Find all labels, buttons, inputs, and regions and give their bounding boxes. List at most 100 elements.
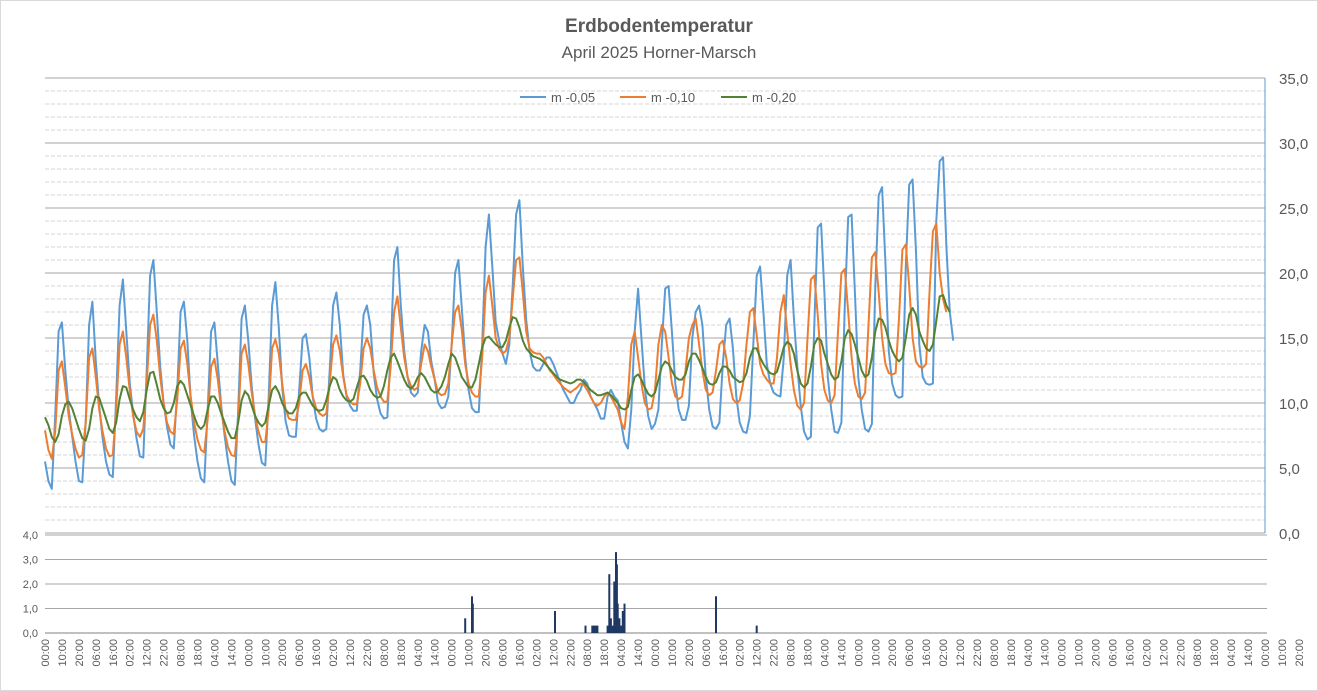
- x-tick-label: 04:00: [1023, 639, 1035, 667]
- chart-subtitle: April 2025 Horner-Marsch: [561, 43, 757, 62]
- x-tick-label: 14:00: [1243, 639, 1255, 667]
- x-tick-label: 18:00: [1006, 639, 1018, 667]
- precip-bar-22: [755, 625, 758, 633]
- legend-label-1: m -0,10: [651, 90, 695, 105]
- precip-bar-0: [464, 618, 467, 633]
- precip-bar-7: [594, 625, 597, 633]
- x-tick-label: 14:00: [633, 639, 645, 667]
- precip-bar-19: [621, 611, 624, 633]
- x-tick-label: 14:00: [836, 639, 848, 667]
- precip-bar-2: [471, 603, 474, 633]
- x-tick-label: 06:00: [904, 639, 916, 667]
- x-tick-label: 10:00: [870, 639, 882, 667]
- precip-bar-12: [611, 625, 614, 633]
- x-tick-label: 22:00: [972, 639, 984, 667]
- x-tick-label: 20:00: [74, 639, 86, 667]
- x-tick-label: 00:00: [40, 639, 52, 667]
- lower-y-tick-label: 0,0: [23, 628, 38, 640]
- precip-bar-13: [613, 581, 616, 633]
- x-tick-label: 12:00: [345, 639, 357, 667]
- x-tick-label: 18:00: [193, 639, 205, 667]
- chart-title: Erdbodentemperatur: [565, 16, 753, 37]
- x-tick-label: 10:00: [1277, 639, 1289, 667]
- upper-gridlines: [45, 77, 1265, 534]
- x-tick-label: 06:00: [91, 639, 103, 667]
- x-tick-label: 20:00: [1091, 639, 1103, 667]
- y-tick-label: 35,0: [1279, 71, 1308, 88]
- precip-bar-8: [596, 625, 599, 633]
- precip-bar-3: [554, 611, 556, 633]
- x-tick-label: 00:00: [1260, 639, 1272, 667]
- precip-bar-18: [620, 625, 623, 633]
- x-tick-label: 04:00: [616, 639, 628, 667]
- x-tick-label: 02:00: [531, 639, 543, 667]
- x-tick-label: 20:00: [887, 639, 899, 667]
- y-tick-label: 0,0: [1279, 526, 1300, 543]
- precip-bar-10: [608, 574, 611, 633]
- x-tick-label: 08:00: [176, 639, 188, 667]
- x-tick-label: 20:00: [1294, 639, 1306, 667]
- lower-y-tick-label: 3,0: [23, 555, 38, 567]
- series-line-1: [44, 222, 948, 460]
- precip-bar-5: [591, 625, 594, 633]
- x-tick-label: 02:00: [735, 639, 747, 667]
- x-tick-label: 22:00: [769, 639, 781, 667]
- x-tick-label: 04:00: [819, 639, 831, 667]
- precip-bar-6: [593, 625, 595, 633]
- y-tick-label: 20,0: [1279, 266, 1308, 283]
- x-tick-label: 00:00: [1057, 639, 1069, 667]
- x-tick-label: 18:00: [599, 639, 611, 667]
- precip-bar-11: [609, 618, 612, 633]
- x-tick-label: 06:00: [1108, 639, 1120, 667]
- x-tick-label: 08:00: [1192, 639, 1204, 667]
- x-tick-label: 18:00: [803, 639, 815, 667]
- x-tick-label: 02:00: [328, 639, 340, 667]
- x-tick-label: 10:00: [260, 639, 272, 667]
- x-tick-label: 18:00: [396, 639, 408, 667]
- x-tick-label: 10:00: [57, 639, 69, 667]
- lower-y-tick-label: 2,0: [23, 579, 38, 591]
- x-tick-label: 02:00: [938, 639, 950, 667]
- legend: m -0,05 m -0,10 m -0,20: [520, 90, 796, 105]
- x-tick-label: 22:00: [159, 639, 171, 667]
- lower-y-tick-label: 1,0: [23, 604, 38, 616]
- y-tick-label: 15,0: [1279, 331, 1308, 348]
- x-tick-label: 16:00: [718, 639, 730, 667]
- series-line-0: [44, 156, 955, 490]
- x-tick-label: 16:00: [921, 639, 933, 667]
- x-tick-label: 14:00: [1040, 639, 1052, 667]
- x-tick-label: 02:00: [125, 639, 137, 667]
- x-tick-label: 04:00: [1226, 639, 1238, 667]
- legend-label-2: m -0,20: [752, 90, 796, 105]
- x-tick-label: 14:00: [226, 639, 238, 667]
- x-tick-label: 12:00: [548, 639, 560, 667]
- x-tick-label: 10:00: [464, 639, 476, 667]
- x-tick-label: 16:00: [108, 639, 120, 667]
- precip-bar-9: [606, 625, 609, 633]
- x-tick-label: 10:00: [667, 639, 679, 667]
- x-tick-label: 12:00: [1158, 639, 1170, 667]
- x-tick-label: 00:00: [243, 639, 255, 667]
- legend-label-0: m -0,05: [551, 90, 595, 105]
- precip-bar-4: [584, 625, 587, 633]
- lower-gridlines: [45, 534, 1267, 634]
- precip-bar-15: [615, 564, 618, 633]
- lower-bars: [464, 552, 758, 634]
- precip-bar-17: [618, 618, 621, 633]
- x-tick-label: 12:00: [955, 639, 967, 667]
- y-tick-label: 5,0: [1279, 461, 1300, 478]
- y-tick-label: 25,0: [1279, 201, 1308, 218]
- x-tick-label: 12:00: [752, 639, 764, 667]
- x-tick-label: 06:00: [294, 639, 306, 667]
- x-axis-labels: 00:00 10:00 20:00 06:00 16:00 02:00 12:00 22:00…: [40, 639, 1306, 667]
- x-tick-label: 20:00: [481, 639, 493, 667]
- x-tick-label: 18:00: [1209, 639, 1221, 667]
- x-tick-label: 20:00: [684, 639, 696, 667]
- x-tick-label: 22:00: [362, 639, 374, 667]
- x-tick-label: 10:00: [1074, 639, 1086, 667]
- x-tick-label: 04:00: [209, 639, 221, 667]
- x-tick-label: 02:00: [1141, 639, 1153, 667]
- x-tick-label: 22:00: [565, 639, 577, 667]
- x-tick-label: 08:00: [582, 639, 594, 667]
- x-tick-label: 08:00: [379, 639, 391, 667]
